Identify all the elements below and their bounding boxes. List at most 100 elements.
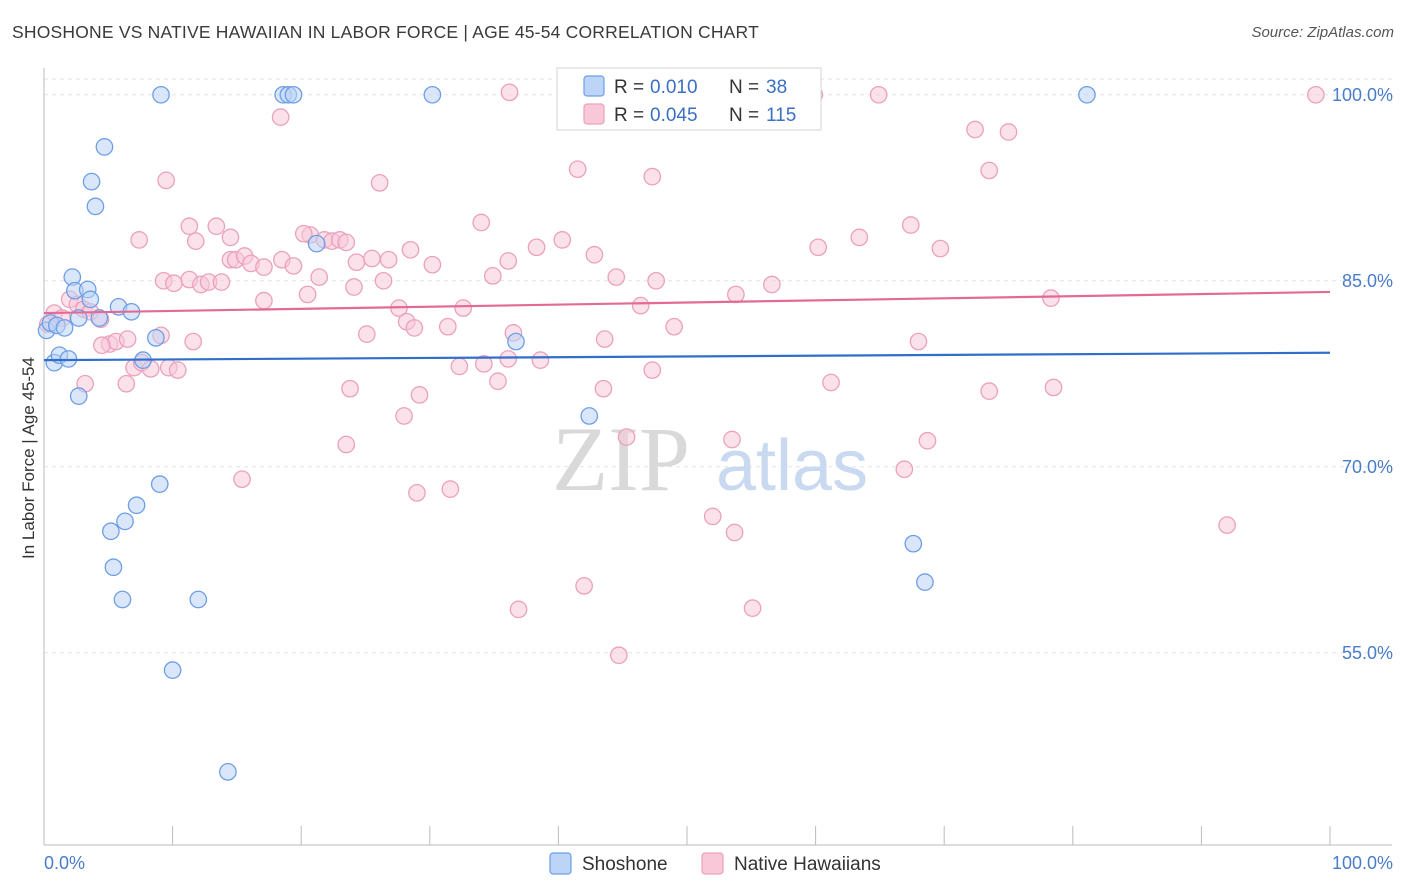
shoshone-point-12 bbox=[90, 309, 109, 327]
native-hawaiians-point-87 bbox=[727, 285, 745, 304]
y-tick-label-3: 100.0% bbox=[1332, 85, 1393, 105]
watermark-zip: ZIP bbox=[552, 408, 690, 510]
shoshone-point-10 bbox=[81, 290, 100, 309]
grid-lines bbox=[44, 78, 1392, 654]
shoshone-point-26 bbox=[1078, 85, 1096, 104]
tick-labels: 55.0% 70.0% 85.0% 100.0% 0.0% 100.0% In Labor … bbox=[19, 85, 1393, 873]
native-hawaiians-point-80 bbox=[999, 123, 1018, 141]
native-hawaiians-point-72 bbox=[643, 167, 662, 186]
shoshone-point-40 bbox=[904, 534, 923, 553]
shoshone-point-24 bbox=[284, 85, 303, 104]
native-hawaiians-point-103 bbox=[233, 470, 251, 489]
native-hawaiians-point-52 bbox=[405, 319, 424, 337]
native-hawaiians-point-99 bbox=[410, 386, 429, 404]
native-hawaiians-point-82 bbox=[901, 216, 920, 234]
native-hawaiians-point-59 bbox=[553, 231, 572, 249]
native-hawaiians-point-49 bbox=[374, 271, 393, 290]
legend-n-label-0: N = bbox=[729, 77, 759, 98]
native-hawaiians-point-64 bbox=[221, 228, 240, 247]
native-hawaiians-point-86 bbox=[763, 275, 781, 294]
native-hawaiians-point-78 bbox=[869, 85, 888, 104]
native-hawaiians-point-19 bbox=[168, 361, 187, 379]
shoshone-point-28 bbox=[507, 332, 525, 351]
native-hawaiians-point-23 bbox=[165, 274, 183, 293]
shoshone-point-37 bbox=[163, 661, 182, 680]
shoshone-point-20 bbox=[95, 138, 114, 156]
shoshone-point-33 bbox=[102, 522, 120, 541]
legend-swatch-1 bbox=[583, 103, 605, 125]
native-hawaiians-point-101 bbox=[395, 407, 413, 425]
chart-title: SHOSHONE VS NATIVE HAWAIIAN IN LABOR FOR… bbox=[12, 22, 759, 42]
native-hawaiians-point-73 bbox=[271, 108, 290, 126]
shoshone-point-36 bbox=[189, 590, 208, 609]
shoshone-point-31 bbox=[127, 496, 146, 515]
native-hawaiians-point-117 bbox=[918, 431, 937, 450]
native-hawaiians-point-119 bbox=[1044, 378, 1063, 397]
native-hawaiians-point-43 bbox=[401, 240, 420, 259]
legend-hawaiians-label: Native Hawaiians bbox=[734, 854, 881, 875]
native-hawaiians-point-58 bbox=[527, 238, 546, 257]
legend-r-value-1: 0.045 bbox=[650, 105, 698, 126]
native-hawaiians-point-61 bbox=[607, 268, 626, 286]
shoshone-point-19 bbox=[86, 197, 105, 216]
shoshone-point-32 bbox=[116, 512, 134, 531]
shoshone-point-3 bbox=[55, 319, 74, 337]
native-hawaiians-point-39 bbox=[337, 233, 356, 252]
shoshone-trend-line bbox=[43, 351, 1331, 362]
shoshone-point-18 bbox=[82, 172, 101, 191]
trend-lines bbox=[43, 290, 1331, 362]
native-hawaiians-point-81 bbox=[980, 161, 999, 180]
y-tick-label-1: 70.0% bbox=[1342, 457, 1393, 477]
native-hawaiians-point-11 bbox=[93, 336, 111, 355]
native-hawaiians-point-67 bbox=[157, 171, 176, 190]
native-hawaiians-point-65 bbox=[180, 217, 199, 236]
legend-n-value-1: 115 bbox=[766, 105, 796, 126]
native-hawaiians-point-121 bbox=[1218, 516, 1236, 534]
shoshone-point-15 bbox=[147, 328, 165, 347]
legend-n-value-0: 38 bbox=[766, 77, 787, 98]
native-hawaiians-point-95 bbox=[531, 351, 550, 370]
native-hawaiians-point-57 bbox=[499, 252, 518, 270]
legend-swatch-0 bbox=[583, 75, 605, 97]
native-hawaiians-point-88 bbox=[665, 317, 683, 336]
native-hawaiians-point-79 bbox=[966, 120, 984, 139]
native-hawaiians-point-113 bbox=[609, 646, 628, 665]
native-hawaiians-point-116 bbox=[909, 332, 928, 351]
native-hawaiians-point-42 bbox=[379, 250, 398, 269]
y-tick-label-2: 85.0% bbox=[1342, 271, 1393, 291]
native-hawaiians-point-46 bbox=[298, 285, 317, 304]
series-legend: Shoshone Native Hawaiians bbox=[549, 852, 881, 875]
shoshone-point-27 bbox=[307, 234, 326, 253]
native-hawaiians-point-62 bbox=[647, 271, 665, 290]
native-hawaiians-point-102 bbox=[337, 435, 356, 454]
native-hawaiians-point-13 bbox=[117, 374, 136, 393]
native-hawaiians-point-105 bbox=[441, 480, 460, 498]
native-hawaiians-point-100 bbox=[341, 379, 359, 398]
legend-r-value-0: 0.010 bbox=[650, 77, 698, 98]
native-hawaiians-point-98 bbox=[450, 357, 469, 376]
native-hawaiians-point-114 bbox=[822, 373, 840, 392]
native-hawaiians-point-89 bbox=[631, 296, 650, 315]
native-hawaiians-point-60 bbox=[585, 245, 604, 264]
native-hawaiians-point-44 bbox=[423, 255, 442, 274]
native-hawaiians-point-63 bbox=[207, 217, 226, 236]
native-hawaiians-point-104 bbox=[408, 483, 426, 502]
native-hawaiians-point-93 bbox=[643, 361, 662, 379]
native-hawaiians-point-34 bbox=[284, 257, 303, 275]
native-hawaiians-point-66 bbox=[186, 232, 205, 250]
shoshone-point-29 bbox=[580, 407, 599, 425]
native-hawaiians-point-27 bbox=[212, 273, 231, 291]
shoshone-point-17 bbox=[69, 387, 88, 405]
native-hawaiians-point-83 bbox=[931, 239, 950, 258]
shoshone-point-39 bbox=[916, 573, 934, 591]
shoshone-point-21 bbox=[152, 85, 170, 104]
legend-n-label-1: N = bbox=[729, 105, 759, 126]
legend-r-label-0: R = bbox=[614, 77, 644, 98]
native-hawaiians-point-70 bbox=[472, 213, 491, 232]
watermark: ZIP atlas bbox=[552, 408, 868, 510]
native-hawaiians-point-20 bbox=[184, 332, 203, 351]
shoshone-point-30 bbox=[150, 475, 169, 494]
shoshone-point-25 bbox=[423, 85, 442, 104]
native-hawaiians-point-55 bbox=[454, 299, 473, 317]
